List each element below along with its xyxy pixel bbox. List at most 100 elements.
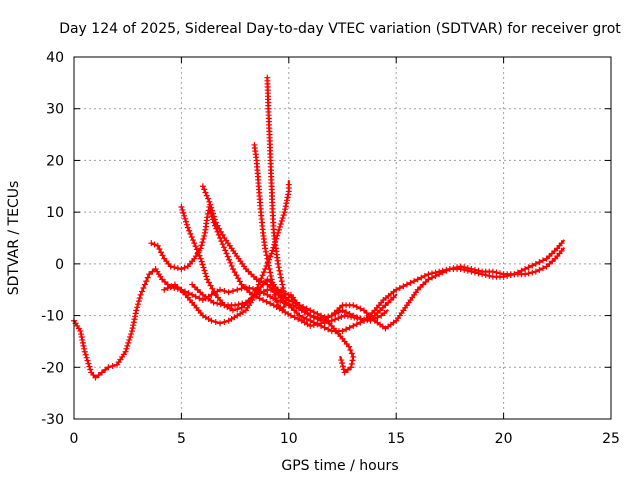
data-point (432, 272, 439, 279)
data-point (284, 194, 291, 201)
data-point (558, 240, 565, 247)
data-point (197, 245, 204, 252)
data-point (350, 353, 357, 360)
data-point (227, 259, 234, 266)
data-point (259, 272, 266, 279)
data-point (95, 372, 102, 379)
data-point (183, 218, 190, 225)
x-tick-label: 15 (387, 431, 405, 447)
data-point (222, 247, 229, 254)
data-point (219, 231, 226, 238)
data-point (191, 240, 198, 247)
data-point (273, 298, 280, 305)
data-point (263, 252, 270, 259)
data-point (86, 363, 93, 370)
data-point (221, 288, 228, 295)
data-point (275, 286, 282, 293)
data-point (224, 253, 231, 260)
data-point (122, 348, 129, 355)
data-point (436, 271, 443, 278)
data-point (195, 249, 202, 256)
data-point (529, 269, 536, 276)
data-point (129, 325, 136, 332)
data-point (78, 331, 85, 338)
data-point (348, 360, 355, 367)
data-point (393, 286, 400, 293)
data-point (217, 301, 224, 308)
data-point (77, 328, 84, 335)
data-point (279, 215, 286, 222)
data-point (539, 265, 546, 272)
data-point (135, 301, 142, 308)
x-tick-label: 10 (280, 431, 298, 447)
data-point (209, 207, 216, 214)
data-point (139, 288, 146, 295)
data-point (202, 270, 209, 277)
data-point (514, 269, 521, 276)
data-point (338, 357, 345, 364)
data-point (275, 260, 282, 267)
data-point (275, 226, 282, 233)
data-point (181, 212, 188, 219)
data-point (307, 312, 314, 319)
data-point (216, 225, 223, 232)
data-point (280, 284, 287, 291)
data-point (168, 283, 175, 290)
data-point (257, 278, 264, 285)
data-point (80, 342, 87, 349)
chart-title: Day 124 of 2025, Sidereal Day-to-day VTE… (59, 21, 621, 37)
data-point (348, 364, 355, 371)
data-point (414, 276, 421, 283)
data-point (229, 288, 236, 295)
data-point (200, 264, 207, 271)
data-point (471, 269, 478, 276)
x-tick-label: 0 (70, 431, 79, 447)
data-point (199, 183, 206, 190)
data-point (282, 300, 289, 307)
data-point (439, 269, 446, 276)
data-point (511, 271, 518, 278)
data-point (220, 244, 227, 251)
data-point (353, 303, 360, 310)
data-point (300, 314, 307, 321)
data-point (187, 230, 194, 237)
data-point (159, 252, 166, 259)
data-point (164, 284, 171, 291)
data-point (265, 262, 272, 269)
data-point (279, 307, 286, 314)
data-point (134, 304, 141, 311)
data-point (81, 345, 88, 352)
data-point (136, 294, 143, 301)
data-point (205, 279, 212, 286)
data-point (343, 326, 350, 333)
data-point (295, 316, 302, 323)
data-point (296, 312, 303, 319)
data-point (189, 237, 196, 244)
data-point (486, 272, 493, 279)
data-point (146, 271, 153, 278)
data-point (539, 257, 546, 264)
data-point (525, 270, 532, 277)
data-point (339, 360, 346, 367)
data-point (475, 270, 482, 277)
data-point (184, 224, 191, 231)
data-point (310, 314, 317, 321)
data-point (282, 203, 289, 210)
data-point (181, 264, 188, 271)
y-tick-label: 40 (46, 50, 64, 66)
data-point (198, 242, 205, 249)
data-point (314, 321, 321, 328)
data-point (217, 320, 224, 327)
data-point (265, 259, 272, 266)
data-point (532, 260, 539, 267)
data-point (226, 256, 233, 263)
data-point (78, 333, 85, 340)
data-point (280, 212, 287, 219)
data-point (217, 286, 224, 293)
data-point (272, 295, 279, 302)
data-point (85, 360, 92, 367)
data-point (339, 328, 346, 335)
data-point (277, 271, 284, 278)
data-point (558, 247, 565, 254)
data-point (411, 278, 418, 285)
